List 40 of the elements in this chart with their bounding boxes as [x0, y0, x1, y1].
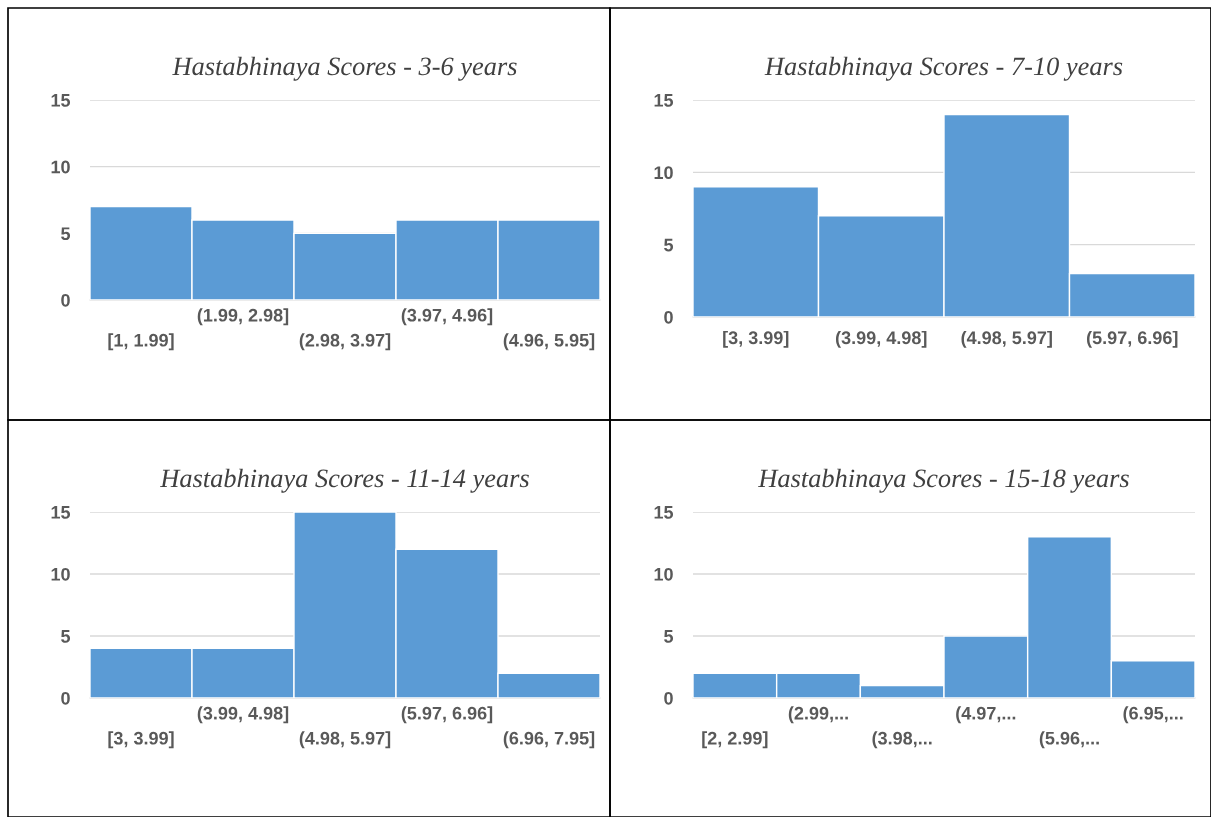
x-tick-label: (2.99,... — [788, 706, 848, 724]
y-tick-label: 15 — [654, 506, 674, 519]
y-tick-label: 10 — [51, 160, 70, 174]
y-tick-label: 5 — [664, 238, 674, 252]
x-tick-label: (4.97,... — [956, 706, 1016, 724]
x-tick-label: (3.98,... — [872, 731, 932, 749]
x-tick-label: (4.96, 5.95] — [503, 333, 595, 351]
y-tick-label: 5 — [664, 630, 674, 643]
x-tick-label: [3, 3.99] — [108, 731, 174, 749]
y-tick-label: 0 — [664, 310, 673, 324]
y-tick-label: 0 — [61, 293, 70, 307]
x-tick-label: (4.98, 5.97] — [961, 330, 1052, 348]
y-tick-label: 5 — [61, 227, 71, 241]
x-tick-label: (4.98, 5.97] — [299, 731, 391, 749]
y-tick-label: 10 — [654, 567, 673, 581]
x-tick-label: (3.99, 4.98] — [197, 706, 289, 724]
x-tick-label: (6.95,... — [1123, 706, 1183, 724]
x-tick-label: [2, 2.99] — [702, 731, 768, 749]
x-tick-label: (1.99, 2.98] — [197, 308, 289, 326]
x-tick-label: (5.96,... — [1039, 731, 1099, 749]
x-tick-label: (6.96, 7.95] — [503, 731, 595, 749]
x-tick-label: [3, 3.99] — [723, 330, 789, 348]
chart-title: Hastabhinaya Scores - 15-18 years — [758, 468, 1129, 493]
y-tick-label: 0 — [664, 691, 673, 705]
y-tick-label: 0 — [61, 691, 70, 705]
chart-title: Hastabhinaya Scores - 3-6 years — [172, 56, 517, 81]
x-tick-label: [1, 1.99] — [108, 333, 174, 351]
y-tick-label: 15 — [51, 506, 71, 519]
x-tick-label: (5.97, 6.96] — [401, 706, 493, 724]
y-tick-label: 10 — [654, 166, 673, 180]
x-tick-label: (5.97, 6.96] — [1086, 330, 1178, 348]
y-tick-label: 5 — [61, 630, 71, 643]
y-tick-label: 10 — [51, 567, 70, 581]
chart-title: Hastabhinaya Scores - 11-14 years — [160, 468, 529, 493]
y-tick-label: 15 — [654, 94, 674, 107]
chart-title: Hastabhinaya Scores - 7-10 years — [764, 56, 1123, 81]
x-tick-label: (3.97, 4.96] — [401, 308, 493, 326]
x-tick-label: (2.98, 3.97] — [299, 333, 391, 351]
y-tick-label: 15 — [51, 94, 71, 107]
x-tick-label: (3.99, 4.98] — [835, 330, 927, 348]
